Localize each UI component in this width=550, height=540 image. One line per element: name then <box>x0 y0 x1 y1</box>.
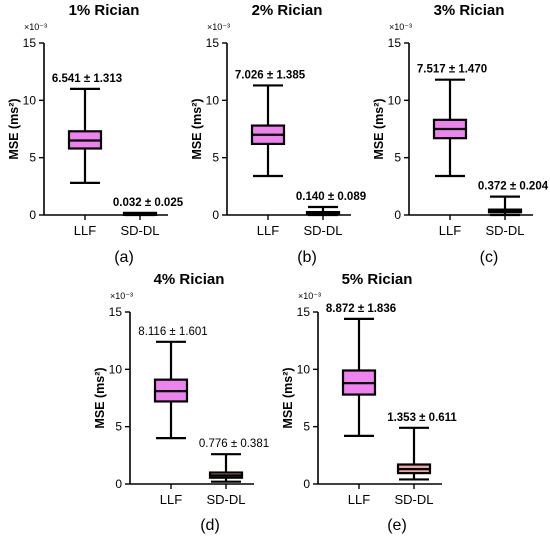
y-tick-label: 15 <box>109 305 123 319</box>
box-annotation: 1.353 ± 0.611 <box>387 412 457 424</box>
axis-exponent-label: ×10⁻³ <box>389 22 412 32</box>
x-tick-label: SD-DL <box>394 492 433 507</box>
box-annotation: 0.032 ± 0.025 <box>113 197 184 209</box>
chart-title: 5% Rician <box>342 271 413 288</box>
chart-panel-4: 4% Rician (d) ×10⁻³ MSE (ms²) 0 5 10 15 LLF SD-DL… <box>93 271 269 534</box>
y-axis-label: MSE (ms²) <box>7 98 21 159</box>
chart-title: 4% Rician <box>154 271 225 288</box>
chart-title: 2% Rician <box>252 2 323 19</box>
box-annotation: 8.872 ± 1.836 <box>326 303 396 315</box>
chart-panel-3: 3% Rician (c) ×10⁻³ MSE (ms²) 0 5 10 15 LLF SD-DL… <box>372 2 549 266</box>
box-llf: 7.026 ± 1.385 <box>235 69 306 178</box>
x-tick-label: SD-DL <box>485 223 524 238</box>
box-llf: 6.541 ± 1.313 <box>52 73 122 184</box>
chart-panel-5: 5% Rician (e) ×10⁻³ MSE (ms²) 0 5 10 15 LLF SD-DL… <box>281 271 457 534</box>
box-annotation: 0.140 ± 0.089 <box>296 191 366 203</box>
y-tick-label: 0 <box>303 477 310 491</box>
y-tick-label: 10 <box>109 362 123 376</box>
y-tick-label: 10 <box>206 93 220 107</box>
y-tick-label: 15 <box>297 305 311 319</box>
y-axis-label: MSE (ms²) <box>372 98 386 159</box>
x-tick-label: LLF <box>257 223 279 238</box>
panel-caption: (a) <box>114 249 134 266</box>
y-tick-label: 10 <box>23 93 37 107</box>
x-tick-label: SD-DL <box>206 492 245 507</box>
chart-panel-1: 1% Rician (a) ×10⁻³ MSE (ms²) 0 5 10 15 LLF SD-DL… <box>7 2 184 266</box>
panel-caption: (e) <box>387 517 407 534</box>
axis-exponent-label: ×10⁻³ <box>298 291 321 301</box>
x-tick-label: SD-DL <box>303 223 342 238</box>
panel-caption: (b) <box>297 249 317 266</box>
box-annotation: 7.026 ± 1.385 <box>235 69 306 81</box>
axis-exponent-label: ×10⁻³ <box>207 22 230 32</box>
y-tick-label: 10 <box>297 362 311 376</box>
box-llf: 8.116 ± 1.601 <box>138 326 208 440</box>
y-tick-label: 15 <box>206 36 220 50</box>
y-axis-label: MSE (ms²) <box>190 98 204 159</box>
chart-title: 1% Rician <box>69 2 140 19</box>
y-tick-label: 5 <box>212 151 219 165</box>
box-annotation: 0.776 ± 0.381 <box>199 438 269 450</box>
box-annotation: 8.116 ± 1.601 <box>138 326 207 338</box>
axis-exponent-label: ×10⁻³ <box>110 291 133 301</box>
x-tick-label: SD-DL <box>120 223 159 238</box>
box-sd-dl: 0.140 ± 0.089 <box>296 191 366 217</box>
box-annotation: 0.372 ± 0.204 <box>478 181 549 193</box>
y-axis-label: MSE (ms²) <box>93 367 107 428</box>
x-tick-label: LLF <box>160 492 182 507</box>
y-tick-label: 0 <box>29 208 36 222</box>
box-sd-dl: 0.032 ± 0.025 <box>113 197 184 217</box>
panel-caption: (d) <box>200 517 220 534</box>
x-tick-label: LLF <box>348 492 370 507</box>
chart-title: 3% Rician <box>434 2 505 19</box>
chart-panel-2: 2% Rician (b) ×10⁻³ MSE (ms²) 0 5 10 15 LLF SD-DL… <box>190 2 366 266</box>
x-tick-label: LLF <box>439 223 461 238</box>
panel-caption: (c) <box>480 249 499 266</box>
y-tick-label: 10 <box>388 93 402 107</box>
y-tick-label: 5 <box>29 151 36 165</box>
box-annotation: 6.541 ± 1.313 <box>52 73 122 85</box>
y-tick-label: 15 <box>388 36 402 50</box>
box-sd-dl: 0.776 ± 0.381 <box>199 438 269 483</box>
x-tick-label: LLF <box>74 223 96 238</box>
y-tick-label: 5 <box>303 420 310 434</box>
box-sd-dl: 1.353 ± 0.611 <box>387 412 457 481</box>
y-tick-label: 5 <box>394 151 401 165</box>
box-annotation: 7.517 ± 1.470 <box>417 64 487 76</box>
y-tick-label: 15 <box>23 36 37 50</box>
box-llf: 7.517 ± 1.470 <box>417 64 487 178</box>
y-tick-label: 0 <box>115 477 122 491</box>
box-sd-dl: 0.372 ± 0.204 <box>478 181 549 217</box>
y-tick-label: 5 <box>115 420 122 434</box>
y-tick-label: 0 <box>394 208 401 222</box>
box-llf: 8.872 ± 1.836 <box>326 303 396 437</box>
y-tick-label: 0 <box>212 208 219 222</box>
axis-exponent-label: ×10⁻³ <box>24 22 47 32</box>
y-axis-label: MSE (ms²) <box>281 367 295 428</box>
